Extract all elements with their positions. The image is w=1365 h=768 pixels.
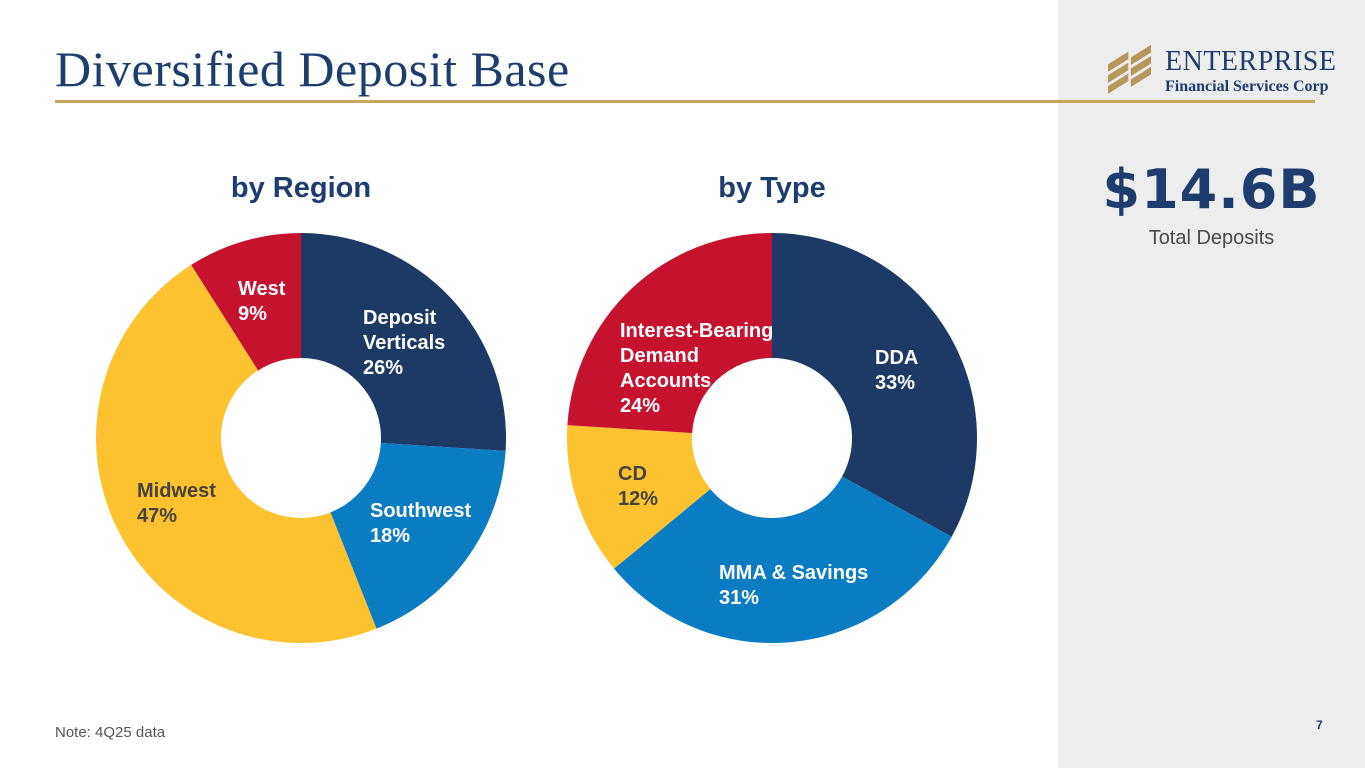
page-number: 7 — [1316, 718, 1323, 732]
footnote: Note: 4Q25 data — [55, 724, 166, 741]
slice-interest-bearing-demand-accounts — [567, 233, 772, 433]
slice-label-west: West 9% — [238, 278, 286, 325]
slice-dda — [772, 233, 977, 537]
logo-company-name: ENTERPRISE — [1165, 45, 1337, 77]
total-deposits-callout: $14.6B Total Deposits — [1058, 158, 1365, 250]
slice-label-interest-bearing-demand-accounts: Interest-Bearing Demand Accounts 24% — [620, 320, 773, 417]
total-deposits-value: $14.6B — [1102, 158, 1321, 221]
slice-label-deposit-verticals: Deposit Verticals 26% — [363, 307, 445, 379]
slice-southwest — [330, 443, 506, 629]
slice-west — [191, 233, 301, 371]
page-title: Diversified Deposit Base — [55, 41, 570, 97]
slice-label-mma-savings: MMA & Savings 31% — [719, 562, 868, 609]
company-logo: ENTERPRISE Financial Services Corp — [1103, 44, 1336, 98]
slice-midwest — [96, 264, 377, 643]
slice-label-dda: DDA 33% — [875, 347, 918, 394]
slice-label-midwest: Midwest 47% — [137, 480, 216, 527]
enterprise-stripes-icon — [1108, 44, 1152, 94]
slice-cd — [567, 425, 711, 569]
chart-title-by-type: by Type — [718, 172, 826, 204]
slice-mma-savings — [614, 476, 952, 643]
title-divider — [55, 100, 1315, 103]
right-panel — [1058, 0, 1365, 768]
slice-deposit-verticals — [301, 233, 506, 451]
donut-chart-by-type: DDA 33% MMA & Savings 31% CD 12% Interest-Bear… — [567, 233, 977, 643]
chart-title-by-region: by Region — [230, 172, 372, 204]
slice-label-southwest: Southwest 18% — [370, 500, 471, 547]
slice-label-cd: CD 12% — [618, 463, 658, 510]
total-deposits-label: Total Deposits — [1148, 227, 1275, 249]
donut-chart-by-region: Deposit Verticals 26% Southwest 18% Midwest 47… — [96, 233, 506, 643]
logo-tagline: Financial Services Corp — [1165, 77, 1329, 95]
